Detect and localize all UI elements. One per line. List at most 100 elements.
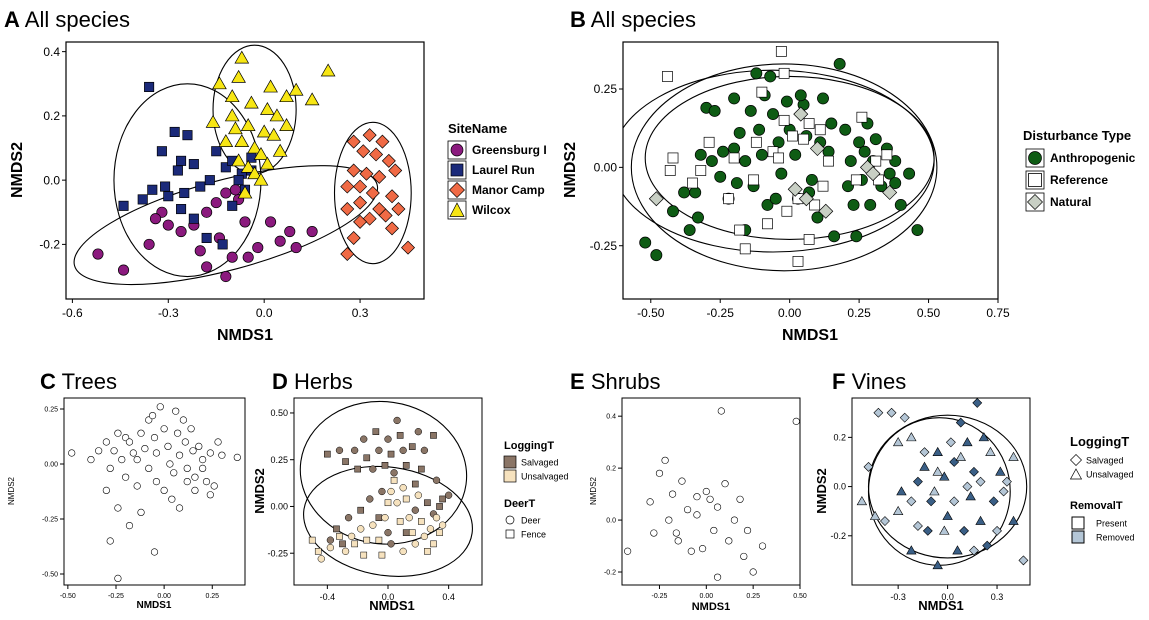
data-point (176, 204, 187, 215)
panel-a-ylabel: NMDS2 (9, 142, 26, 198)
panel-c-ylabel: NMDS2 (7, 476, 16, 505)
data-point (202, 478, 211, 486)
data-point (420, 532, 429, 541)
x-tick-label: 0.4 (442, 592, 455, 602)
data-point (805, 173, 818, 186)
panel-a-xlabel: NMDS1 (217, 327, 273, 344)
data-point (324, 450, 331, 458)
data-point (393, 499, 401, 507)
data-point (247, 166, 262, 180)
data-point (288, 82, 304, 96)
legend-label: Natural (1050, 195, 1091, 209)
data-point (137, 508, 145, 517)
data-point (402, 495, 410, 503)
panel-b-plot-area (622, 41, 999, 300)
data-point (883, 167, 896, 180)
y-tick-label: 0.2 (606, 466, 616, 473)
data-point (683, 506, 692, 514)
data-point (381, 514, 389, 522)
data-point (144, 81, 155, 93)
panel-d-ylabel: NMDS2 (252, 468, 267, 514)
data-point (418, 465, 425, 473)
data-point (346, 230, 361, 245)
data-point (399, 547, 407, 555)
data-point (708, 105, 721, 117)
data-point (995, 466, 1006, 476)
x-tick-label: 0.3 (352, 306, 369, 320)
data-point (952, 545, 963, 555)
data-point (798, 191, 814, 207)
legend-entry-deer: Deer (505, 516, 541, 526)
panel-c-plot-area (63, 397, 246, 586)
data-point (354, 465, 361, 473)
data-point (175, 451, 184, 459)
data-point (749, 568, 757, 576)
panel-e-plot-area (621, 397, 801, 586)
data-point (391, 202, 406, 217)
legend-marker-diamond (1070, 454, 1082, 466)
data-point (402, 462, 410, 469)
data-point (664, 165, 676, 176)
data-point (432, 476, 441, 484)
y-tick-label: 0.00 (270, 502, 288, 512)
legend-marker-square (1071, 530, 1085, 544)
data-point (387, 540, 395, 548)
data-point (767, 108, 779, 121)
data-point (68, 449, 76, 457)
panel-d-legend: LoggingT Salvaged Unsalvaged DeerT Deer … (503, 440, 569, 540)
data-point (717, 145, 729, 158)
data-point (1008, 515, 1019, 525)
data-point (152, 449, 161, 457)
data-point (667, 152, 679, 164)
legend-label: Anthropogenic (1050, 151, 1136, 165)
data-point (224, 108, 240, 122)
data-point (761, 199, 774, 211)
data-point (110, 447, 118, 455)
data-point (753, 123, 766, 136)
data-point (932, 446, 943, 456)
data-point (148, 412, 157, 420)
data-point (160, 181, 171, 192)
data-point (896, 486, 907, 496)
data-point (166, 460, 174, 468)
data-point (828, 230, 841, 243)
data-point (381, 153, 396, 168)
data-point (426, 525, 435, 533)
legend-entry-anthropogenic: Anthropogenic (1025, 148, 1136, 168)
data-point (758, 542, 767, 550)
data-point (792, 256, 804, 267)
confidence-ellipse (644, 75, 935, 241)
data-point (210, 482, 218, 490)
legend-marker-circle (1028, 151, 1042, 165)
data-point (985, 446, 996, 456)
x-tick-label: -0.3 (890, 592, 906, 602)
data-point (833, 57, 846, 70)
data-point (239, 216, 251, 228)
y-tick-label: -0.2 (604, 569, 616, 576)
data-point (106, 464, 114, 473)
data-point (717, 407, 725, 415)
data-point (823, 155, 834, 167)
legend-marker-diamond (1027, 194, 1043, 210)
data-point (179, 187, 190, 199)
data-point (145, 464, 153, 473)
data-point (755, 148, 768, 161)
x-tick-label: 0.75 (986, 306, 1010, 320)
data-point (794, 89, 807, 102)
panel-b-title: B All species (570, 7, 696, 32)
data-point (366, 495, 374, 503)
data-point (350, 446, 359, 455)
data-point (118, 456, 126, 464)
data-point (811, 211, 824, 224)
data-point (825, 117, 838, 130)
legend-label: Greensburg I (472, 143, 547, 157)
data-point (420, 446, 429, 455)
data-point (385, 221, 400, 236)
data-point (260, 156, 275, 170)
data-point (205, 114, 221, 128)
data-point (234, 50, 250, 64)
data-point (892, 437, 904, 447)
data-point (290, 242, 302, 254)
data-point (911, 224, 924, 236)
data-point (988, 496, 999, 507)
